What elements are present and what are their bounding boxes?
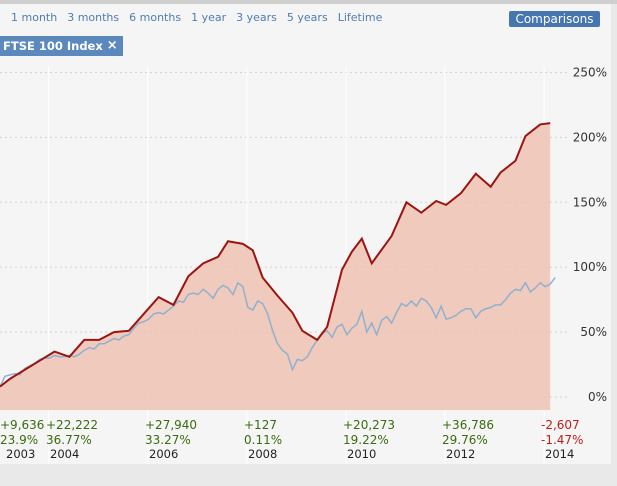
stat-percent: 0.11%	[244, 432, 283, 447]
fund-series-line	[0, 122, 551, 388]
stat-change: -2,607	[541, 418, 580, 432]
stat-year: 2014	[545, 447, 575, 461]
stat-column: +127 0.11% 2008	[244, 418, 282, 462]
stat-change: +9,636	[0, 418, 45, 432]
y-tick-label: 50%	[580, 325, 607, 339]
y-tick-label: 200%	[573, 130, 607, 144]
stat-year: 2008	[248, 447, 278, 461]
y-axis-labels: 250% 200% 150% 100% 50% 0%	[573, 65, 607, 404]
stat-change: +127	[244, 418, 277, 432]
stat-change: +22,222	[46, 418, 99, 432]
stat-column: +22,222 36.77% 2004	[46, 418, 98, 462]
stat-percent: 33.27%	[145, 432, 191, 447]
period-5-years[interactable]: 5 years	[286, 11, 328, 24]
comparison-tag: FTSE 100 Index ×	[0, 36, 123, 56]
stat-change: +20,273	[343, 418, 396, 432]
annual-stats-row: +9,636 23.9% 2003 +22,222 36.77% 2004 +2…	[0, 418, 611, 464]
stat-column: +27,940 33.27% 2006	[145, 418, 197, 462]
stat-percent: 23.9%	[0, 432, 39, 447]
stat-year: 2003	[6, 447, 36, 461]
stat-percent: -1.47%	[541, 432, 584, 447]
period-3-months[interactable]: 3 months	[67, 11, 120, 24]
comparison-tag-label: FTSE 100 Index	[3, 39, 103, 53]
stat-column: -2,607 -1.47% 2014	[541, 418, 583, 462]
period-3-years[interactable]: 3 years	[236, 11, 277, 24]
stat-column: +9,636 23.9% 2003	[0, 418, 44, 462]
fund-area	[0, 123, 551, 411]
y-tick-label: 150%	[573, 195, 607, 209]
close-icon[interactable]: ×	[106, 38, 118, 53]
stat-year: 2006	[149, 447, 179, 461]
stat-year: 2004	[50, 447, 80, 461]
y-tick-label: 250%	[573, 65, 607, 79]
period-lifetime[interactable]: Lifetime	[337, 11, 383, 24]
stat-column: +20,273 19.22% 2010	[343, 418, 395, 462]
stat-change: +36,786	[442, 418, 495, 432]
top-border	[0, 0, 617, 4]
y-tick-label: 0%	[588, 390, 607, 404]
comparisons-button[interactable]: Comparisons	[509, 11, 600, 27]
index-series-line	[0, 277, 556, 387]
stat-percent: 19.22%	[343, 432, 389, 447]
period-selector: 1 month 3 months 6 months 1 year 3 years…	[11, 11, 392, 24]
period-1-year[interactable]: 1 year	[191, 11, 227, 24]
period-1-month[interactable]: 1 month	[11, 11, 58, 24]
y-tick-label: 100%	[573, 260, 607, 274]
stat-change: +27,940	[145, 418, 198, 432]
stat-year: 2010	[347, 447, 377, 461]
stat-percent: 29.76%	[442, 432, 488, 447]
period-6-months[interactable]: 6 months	[129, 11, 182, 24]
stat-percent: 36.77%	[46, 432, 92, 447]
stat-year: 2012	[446, 447, 476, 461]
stat-column: +36,786 29.76% 2012	[442, 418, 494, 462]
